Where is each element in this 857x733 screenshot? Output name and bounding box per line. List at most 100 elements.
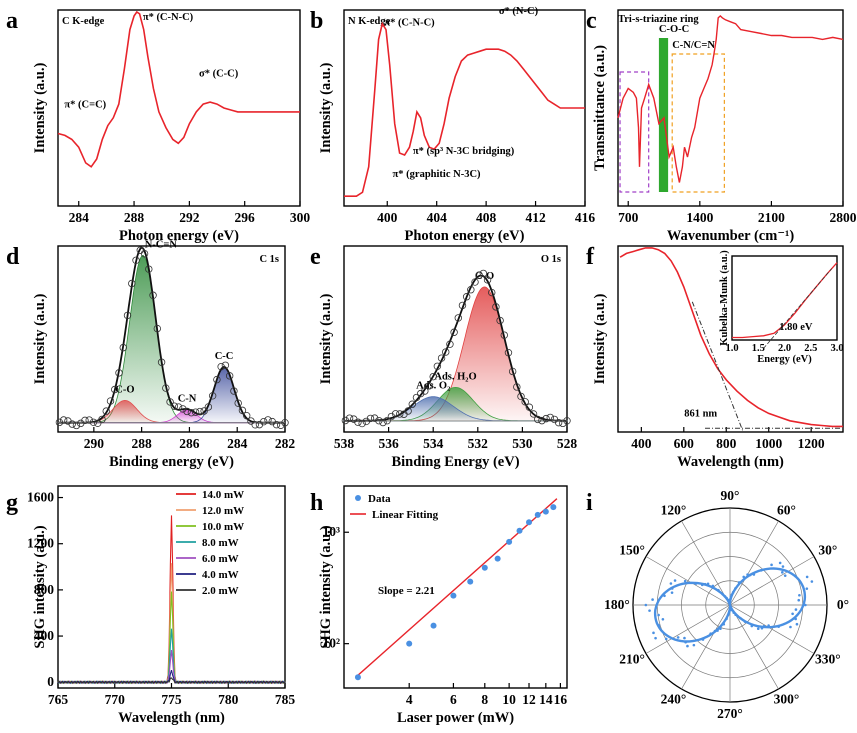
panel-i-data-point — [759, 569, 763, 572]
panel-b-ylabel: Intensity (a.u.) — [318, 63, 334, 154]
panel-e-data-point — [412, 393, 421, 402]
panel-e-data-point — [383, 416, 391, 425]
panel-h-xtick-label: 16 — [554, 692, 568, 707]
panel-d-data-point — [115, 369, 123, 377]
panel-e-data-point — [358, 419, 366, 428]
panel-i-data-point — [789, 625, 792, 629]
panel-h-data-point — [542, 508, 549, 515]
panel-i-data-point — [670, 587, 674, 590]
panel-f-xtick-label: 1000 — [755, 436, 782, 451]
panel-c-xlabel: Wavenumber (cm⁻¹) — [667, 228, 794, 244]
panel-a-ylabel: Intensity (a.u.) — [32, 63, 48, 154]
panel-d-data-point — [208, 392, 217, 400]
panel-f-xtick-label: 400 — [631, 436, 652, 451]
panel-h-data-point — [467, 578, 474, 585]
panel-d-data-point — [170, 402, 179, 410]
panel-e-xtick-label: 528 — [557, 436, 578, 451]
panel-e-data-point — [504, 348, 513, 357]
panel-i-data-point — [743, 620, 747, 623]
panel-g-legend-label: 8.0 mW — [202, 537, 239, 549]
panel-h-xtick-label: 6 — [450, 692, 457, 707]
panel-h-xtick-label: 4 — [406, 692, 413, 707]
panel-i-data-point — [750, 624, 754, 628]
panel-e-xtick-label: 538 — [334, 436, 355, 451]
panel-i-data-point — [663, 594, 666, 598]
panel-e-data-point — [483, 276, 492, 284]
panel-h-data-point — [550, 504, 557, 511]
panel-i-data-point — [692, 643, 696, 647]
panel-g-series-line — [57, 591, 286, 685]
panel-g-ytick-label: 800 — [34, 582, 55, 597]
panel-d-data-point — [251, 421, 259, 429]
panel-b-xtick-label: 408 — [476, 210, 497, 225]
panel-g-label: g — [6, 490, 18, 516]
panel-a-xtick-label: 300 — [290, 210, 311, 225]
panel-e-data-point — [370, 414, 379, 422]
panel-i-data-point — [732, 611, 735, 614]
panel-d-xtick-label: 286 — [179, 436, 200, 451]
panel-i-grid-spoke — [645, 604, 731, 654]
panel-i-angle-label: 60° — [777, 503, 796, 518]
panel-e-data-point — [521, 398, 529, 406]
panel-e-data-point — [429, 372, 437, 381]
panel-g-xtick-label: 770 — [105, 692, 126, 707]
panel-d-frame — [57, 245, 286, 433]
panel-g-legend-label: 14.0 mW — [202, 489, 244, 501]
panel-i-data-point — [664, 637, 668, 641]
panel-d-data-point — [94, 419, 102, 427]
panel-f-inset-tangent — [763, 268, 833, 349]
panel-e-data-point — [379, 418, 387, 427]
panel-a-series-line — [57, 10, 300, 168]
panel-h-data-point — [481, 564, 488, 571]
panel-c-region-box — [671, 53, 725, 193]
panel-g-xtick-label: 780 — [218, 692, 239, 707]
panel-h-data-point — [534, 511, 541, 518]
panel-e-data-point — [345, 414, 354, 422]
panel-f-ylabel: Intensity (a.u.) — [592, 294, 608, 385]
panel-g-legend-label: 10.0 mW — [202, 521, 244, 533]
panel-a-annotation: σ* (C-C) — [199, 68, 239, 79]
panel-d-data-point — [59, 416, 68, 424]
panel-f-annotation: 861 nm — [684, 408, 717, 419]
panel-h-ytick-label: 10³ — [322, 524, 340, 539]
panel-h-fit-line — [357, 498, 558, 676]
panel-e-xtick-label: 536 — [378, 436, 399, 451]
panel-e-data-point — [525, 403, 534, 411]
panel-i-grid-spoke — [729, 556, 815, 606]
panel-f-inset-xlabel: Energy (eV) — [757, 354, 812, 365]
panel-b-xtick-label: 404 — [427, 210, 448, 225]
panel-e-data-point — [442, 348, 450, 356]
panel-i-data-point — [661, 617, 665, 621]
panel-b-title: N K-edge — [348, 16, 391, 27]
panel-e-data-point — [534, 415, 542, 424]
panel-b-annotation: σ* (N-C) — [499, 6, 539, 17]
panel-i-data-point — [701, 638, 705, 641]
panel-d-data-point — [64, 417, 72, 425]
panel-i-label: i — [586, 490, 593, 516]
panel-e-data-point — [496, 316, 504, 325]
panel-d-data-point — [174, 403, 183, 411]
panel-a-xtick-label: 288 — [124, 210, 145, 225]
panel-e-data-point — [350, 415, 358, 423]
panel-f-label: f — [586, 244, 595, 270]
panel-i-data-point — [673, 579, 677, 582]
panel-i-data-point — [794, 608, 798, 611]
panel-d-data-point — [242, 411, 251, 420]
panel-g-ylabel: SHG intensity (a.u.) — [32, 525, 48, 648]
panel-i-data-point — [721, 592, 724, 596]
panel-d-envelope-line — [58, 246, 285, 424]
panel-d-xtick-label: 288 — [132, 436, 153, 451]
panel-h-ytick-label: 10² — [322, 636, 340, 651]
panel-i-data-point — [657, 624, 661, 627]
panel-e-data-point — [458, 301, 467, 310]
panel-e-data-point — [529, 410, 538, 418]
panel-f-tangent — [691, 301, 744, 433]
panel-i-data-point — [748, 573, 752, 577]
panel-d-component-label: C-O — [115, 384, 134, 395]
panel-e-label: e — [310, 244, 321, 270]
panel-i-data-point — [777, 625, 780, 628]
panel-f-xtick-label: 1200 — [798, 436, 825, 451]
panel-e-ylabel: Intensity (a.u.) — [318, 294, 334, 385]
panel-d-data-point — [157, 358, 166, 366]
